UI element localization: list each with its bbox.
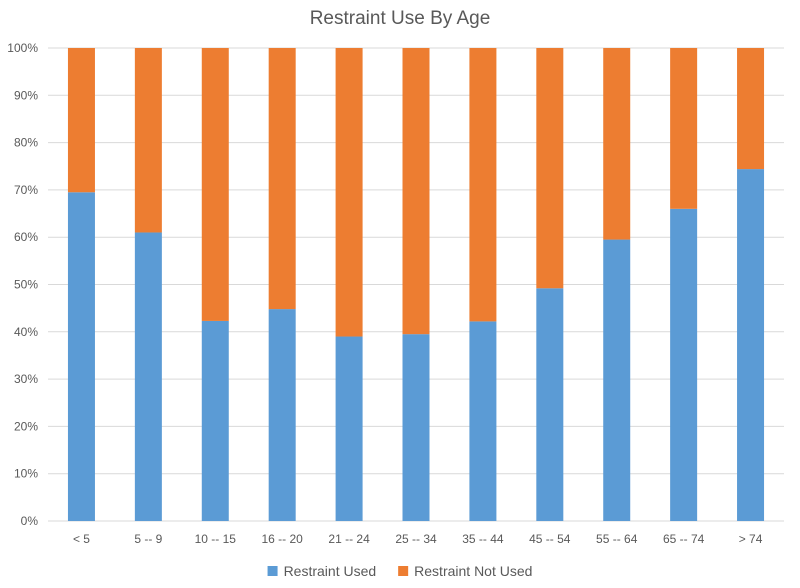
legend: Restraint Used Restraint Not Used (267, 563, 532, 579)
legend-label-restraint-used: Restraint Used (284, 563, 377, 579)
bars (67, 48, 765, 521)
y-tick-label: 0% (21, 514, 39, 528)
x-tick-label: 10 -- 15 (195, 532, 237, 546)
x-tick-label: < 5 (73, 532, 90, 546)
bar-group-55-64 (603, 48, 631, 521)
bar-restraint-used-5-9 (134, 232, 162, 521)
y-axis-tick-labels: 0% 10% 20% 30% 40% 50% 60% 70% 80% 90% 100% (7, 41, 38, 528)
bar-group-74 (737, 48, 765, 521)
bar-group-10-15 (201, 48, 229, 521)
y-tick-label: 70% (14, 183, 38, 197)
bar-restraint-used-55-64 (603, 239, 631, 521)
x-tick-label: 16 -- 20 (262, 532, 304, 546)
bar-restraint-used-74 (737, 169, 765, 521)
y-tick-label: 90% (14, 88, 38, 102)
bar-restraint-not-used-25-34 (402, 48, 430, 335)
y-tick-label: 40% (14, 325, 38, 339)
bar-restraint-not-used-74 (737, 48, 765, 170)
bar-restraint-used-25-34 (402, 334, 430, 521)
bar-restraint-used-5 (67, 192, 95, 521)
x-axis-tick-labels: < 5 5 -- 9 10 -- 15 16 -- 20 21 -- 24 25 -- 3… (73, 532, 763, 546)
legend-label-restraint-not-used: Restraint Not Used (414, 563, 532, 579)
y-tick-label: 20% (14, 419, 38, 433)
bar-group-35-44 (469, 48, 497, 521)
x-tick-label: 5 -- 9 (134, 532, 162, 546)
bar-restraint-used-65-74 (670, 208, 698, 521)
bar-restraint-used-35-44 (469, 321, 497, 521)
x-tick-label: > 74 (739, 532, 763, 546)
bar-restraint-used-45-54 (536, 288, 564, 521)
x-tick-label: 55 -- 64 (596, 532, 638, 546)
legend-swatch-restraint-used (267, 566, 278, 576)
y-tick-label: 30% (14, 372, 38, 386)
bar-restraint-not-used-16-20 (268, 48, 296, 310)
legend-swatch-restraint-not-used (398, 566, 409, 576)
x-tick-label: 21 -- 24 (328, 532, 370, 546)
y-tick-label: 10% (14, 467, 38, 481)
y-tick-label: 50% (14, 278, 38, 292)
bar-group-5 (67, 48, 95, 521)
bar-group-16-20 (268, 48, 296, 521)
bar-restraint-not-used-5 (67, 48, 95, 193)
bar-restraint-not-used-55-64 (603, 48, 631, 240)
bar-restraint-used-10-15 (201, 320, 229, 521)
x-tick-label: 25 -- 34 (395, 532, 437, 546)
bar-group-5-9 (134, 48, 162, 521)
bar-group-45-54 (536, 48, 564, 521)
bar-restraint-not-used-65-74 (670, 48, 698, 209)
x-tick-label: 35 -- 44 (462, 532, 504, 546)
y-tick-label: 80% (14, 136, 38, 150)
bar-group-21-24 (335, 48, 363, 521)
bar-restraint-used-21-24 (335, 336, 363, 521)
bar-restraint-not-used-5-9 (134, 48, 162, 233)
y-tick-label: 60% (14, 230, 38, 244)
bar-restraint-used-16-20 (268, 309, 296, 521)
x-tick-label: 45 -- 54 (529, 532, 571, 546)
chart-title: Restraint Use By Age (310, 8, 491, 29)
bar-restraint-not-used-45-54 (536, 48, 564, 289)
bar-restraint-not-used-21-24 (335, 48, 363, 337)
y-tick-label: 100% (7, 41, 38, 55)
x-tick-label: 65 -- 74 (663, 532, 705, 546)
bar-group-25-34 (402, 48, 430, 521)
bar-restraint-not-used-10-15 (201, 48, 229, 321)
bar-group-65-74 (670, 48, 698, 521)
bar-restraint-not-used-35-44 (469, 48, 497, 322)
